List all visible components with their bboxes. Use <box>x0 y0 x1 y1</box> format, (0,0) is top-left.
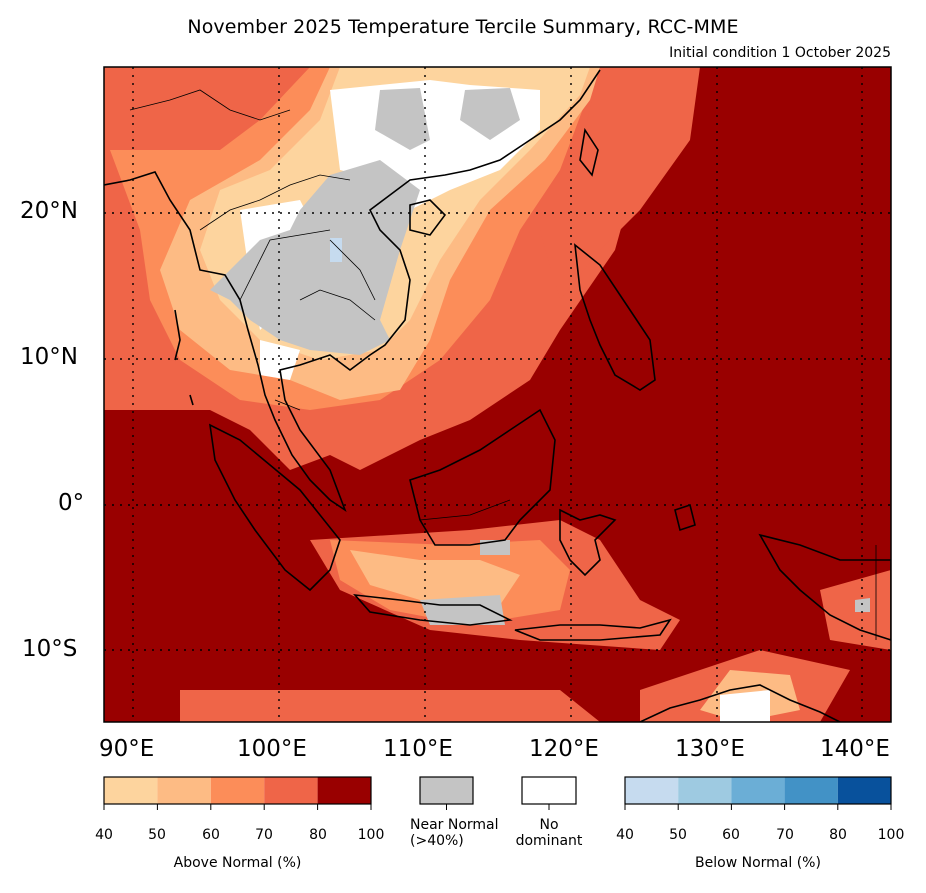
philippines-coastline <box>573 243 656 391</box>
below-50-60-swatch <box>678 777 732 804</box>
near-normal-region <box>460 88 520 140</box>
above-70-80-region <box>540 67 700 300</box>
below-60-70-swatch <box>731 777 785 804</box>
maluku-coastline <box>674 503 696 532</box>
below-tick-100: 100 <box>877 827 905 843</box>
map-title: November 2025 Temperature Tercile Summar… <box>187 16 739 38</box>
above-tick-70: 70 <box>255 827 273 843</box>
below-normal-title: Below Normal (%) <box>695 855 821 871</box>
near-normal-region <box>420 595 505 625</box>
lat-tick-equator: 0° <box>58 490 85 516</box>
below-tick-80: 80 <box>829 827 847 843</box>
below-tick-60: 60 <box>722 827 740 843</box>
near-normal-label: Near Normal (>40%) <box>410 817 530 849</box>
coastlines <box>104 69 891 722</box>
near-normal-swatch <box>419 776 474 810</box>
no-dominant-label: No dominant <box>509 817 589 849</box>
no-dominant-region <box>260 340 300 380</box>
no-dominant-swatch <box>521 776 577 810</box>
mainland-coastline <box>104 69 601 513</box>
graticule <box>104 67 891 722</box>
lat-tick-20n: 20°N <box>20 198 78 224</box>
near-normal-label-line2: (>40%) <box>410 833 464 849</box>
above-40-50-swatch <box>104 777 158 804</box>
australia-coastline <box>639 684 841 722</box>
lon-tick-90e: 90°E <box>99 736 155 762</box>
above-tick-100: 100 <box>357 827 385 843</box>
no-dominant-label-line2: dominant <box>515 833 583 849</box>
no-dominant-region <box>720 690 770 722</box>
above-70-80-region <box>180 690 600 722</box>
above-normal-title: Above Normal (%) <box>173 855 302 871</box>
borneo-coastline <box>409 408 556 546</box>
andaman-coastline <box>174 309 181 361</box>
above-tick-60: 60 <box>202 827 220 843</box>
lesser-sunda-coastline <box>514 618 672 641</box>
map-subtitle: Initial condition 1 October 2025 <box>669 45 891 61</box>
near-normal-label-line1: Near Normal <box>410 817 499 833</box>
lat-tick-10n: 10°N <box>20 344 78 370</box>
below-tick-70: 70 <box>776 827 794 843</box>
below-normal-colorbar <box>624 776 892 810</box>
near-normal-region <box>480 540 510 555</box>
above-50-60-region <box>350 550 520 605</box>
above-50-60-swatch <box>157 777 211 804</box>
sumatra-coastline <box>208 423 341 592</box>
nicobar-coastline <box>189 394 194 406</box>
below-tick-40: 40 <box>616 827 634 843</box>
above-tick-40: 40 <box>95 827 113 843</box>
below-40-50-spot <box>330 238 342 262</box>
near-normal-region <box>210 160 420 355</box>
lon-tick-110e: 110°E <box>383 736 453 762</box>
near-normal-region <box>375 88 430 150</box>
lat-tick-10s: 10°S <box>22 636 78 662</box>
lon-tick-100e: 100°E <box>237 736 307 762</box>
taiwan-coastline <box>579 127 599 177</box>
sulawesi-coastline <box>559 508 617 577</box>
above-tick-50: 50 <box>148 827 166 843</box>
below-70-80-swatch <box>784 777 838 804</box>
above-60-70-swatch <box>210 777 265 804</box>
lon-tick-140e: 140°E <box>820 736 890 762</box>
above-80-100-swatch <box>317 777 371 804</box>
hainan-coastline <box>409 199 447 236</box>
map-frame <box>103 66 892 723</box>
java-coastline <box>353 593 513 626</box>
tercile-field <box>104 67 891 722</box>
lon-tick-120e: 120°E <box>529 736 599 762</box>
above-tick-80: 80 <box>309 827 327 843</box>
above-normal-colorbar <box>103 776 372 810</box>
new-guinea-coastline <box>758 533 891 641</box>
below-40-50-swatch <box>625 777 679 804</box>
below-80-100-swatch <box>837 777 891 804</box>
no-dominant-label-line1: No <box>539 817 559 833</box>
lon-tick-130e: 130°E <box>675 736 745 762</box>
above-70-80-swatch <box>264 777 318 804</box>
below-tick-50: 50 <box>669 827 687 843</box>
